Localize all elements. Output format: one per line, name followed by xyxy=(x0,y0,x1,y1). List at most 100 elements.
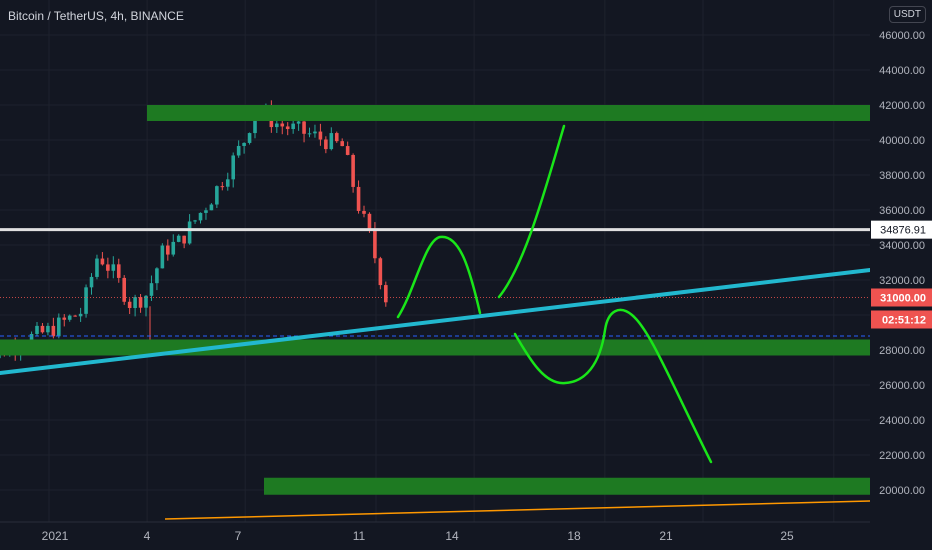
price-tick-label: 24000.00 xyxy=(879,415,925,427)
candle-body xyxy=(367,213,372,230)
resistance-zone xyxy=(147,105,870,121)
candle-body xyxy=(127,301,132,308)
candle-body xyxy=(111,264,116,271)
candle-body xyxy=(62,317,67,320)
candle-body xyxy=(40,325,45,333)
candle-body xyxy=(100,258,105,265)
candle-body xyxy=(89,276,94,288)
candle-body xyxy=(225,179,230,187)
candle-body xyxy=(247,133,252,143)
candle-body xyxy=(340,141,345,147)
candle-body xyxy=(324,139,328,150)
candle-body xyxy=(155,268,159,284)
candle-body xyxy=(46,325,50,333)
time-tick-label: 25 xyxy=(780,529,794,543)
level-price-box xyxy=(871,220,932,239)
time-tick-label: 2021 xyxy=(42,529,69,543)
time-tick-label: 11 xyxy=(353,529,366,543)
last-price-box xyxy=(871,288,932,307)
drawing-down-path xyxy=(513,308,713,464)
candle-body xyxy=(133,297,137,308)
candle-body xyxy=(176,235,181,242)
level-price-label: 34876.91 xyxy=(880,225,926,237)
price-tick-label: 38000.00 xyxy=(879,170,925,182)
candle-body xyxy=(67,315,72,320)
candle-body xyxy=(144,295,148,308)
price-tick-label: 28000.00 xyxy=(879,345,925,357)
candle-body xyxy=(351,154,355,187)
candle-body xyxy=(204,210,208,213)
candle-body xyxy=(329,133,334,150)
lower-support-zone xyxy=(264,477,870,495)
price-tick-label: 46000.00 xyxy=(879,30,925,42)
price-tick-label: 36000.00 xyxy=(879,205,925,217)
candle-body xyxy=(198,212,203,221)
countdown-label: 02:51:12 xyxy=(882,315,926,327)
candle-body xyxy=(220,186,225,188)
candle-body xyxy=(345,146,350,155)
candle-body xyxy=(373,229,377,259)
chart-title: Bitcoin / TetherUS, 4h, BINANCE xyxy=(8,9,184,23)
candle-body xyxy=(84,287,88,314)
candle-body xyxy=(275,123,279,128)
candle-body xyxy=(231,155,236,180)
time-tick-label: 7 xyxy=(235,529,242,543)
price-tick-label: 44000.00 xyxy=(879,65,925,77)
price-tick-label: 22000.00 xyxy=(879,450,925,462)
candle-body xyxy=(384,285,388,303)
candle-body xyxy=(209,204,214,211)
time-tick-label: 4 xyxy=(144,529,151,543)
candle-body xyxy=(57,317,61,337)
candle-body xyxy=(78,313,83,317)
candle-body xyxy=(307,133,312,135)
overlays xyxy=(0,105,872,520)
candle-body xyxy=(160,245,165,269)
candle-body xyxy=(166,245,170,255)
price-tick-label: 20000.00 xyxy=(879,485,925,497)
price-tick-label: 32000.00 xyxy=(879,275,925,287)
price-tick-label: 34000.00 xyxy=(879,240,925,252)
candle-body xyxy=(285,126,290,130)
time-tick-label: 18 xyxy=(567,529,581,543)
price-tick-label: 26000.00 xyxy=(879,380,925,392)
candle-body xyxy=(51,325,56,337)
candle-body xyxy=(378,258,383,286)
trendline xyxy=(0,268,872,375)
orange-line xyxy=(164,500,871,520)
candle-body xyxy=(171,241,176,255)
support-zone xyxy=(0,339,870,356)
candle-body xyxy=(296,121,301,124)
candle-body xyxy=(334,133,339,142)
candle-body xyxy=(236,145,241,156)
candle-body xyxy=(187,221,192,244)
candle-body xyxy=(215,186,219,205)
candle-body xyxy=(313,131,317,134)
price-tick-label: 40000.00 xyxy=(879,135,925,147)
candle-body xyxy=(253,112,257,134)
candle-body xyxy=(73,315,77,317)
price-tick-label: 42000.00 xyxy=(879,100,925,112)
candle-body xyxy=(149,283,154,296)
candle-body xyxy=(302,121,306,134)
candle-body xyxy=(362,210,366,214)
last-price-label: 31000.00 xyxy=(880,293,926,305)
candle-body xyxy=(193,220,197,222)
candle-body xyxy=(138,297,143,308)
candle-body xyxy=(318,131,323,140)
price-axis-bg xyxy=(870,0,932,550)
currency-badge[interactable]: USDT xyxy=(888,6,926,23)
candle-body xyxy=(35,325,39,334)
candle-body xyxy=(291,123,295,130)
candle-body xyxy=(95,258,99,277)
candle-body xyxy=(116,264,121,278)
candle-body xyxy=(242,142,246,146)
candle-body xyxy=(122,277,127,302)
candle-body xyxy=(356,186,361,211)
candle-body xyxy=(182,235,186,244)
time-tick-label: 21 xyxy=(659,529,673,543)
countdown-box xyxy=(871,310,932,329)
candle-body xyxy=(106,264,110,271)
